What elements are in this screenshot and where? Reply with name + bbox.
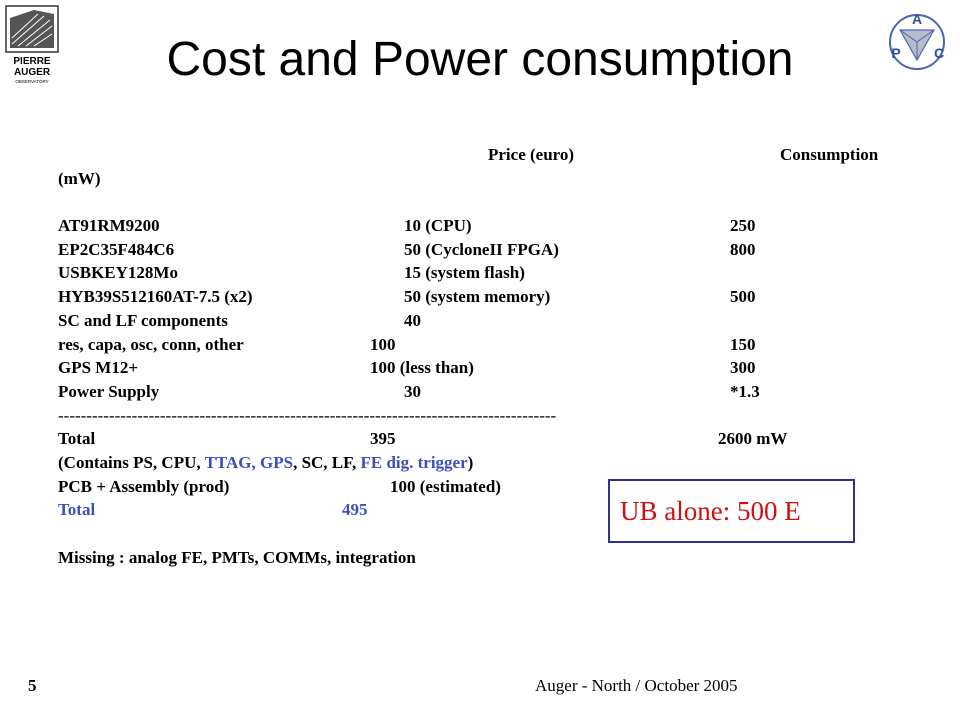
row-name: EP2C35F484C6 (58, 239, 175, 259)
row-name: HYB39S512160AT-7.5 (x2) (58, 287, 253, 307)
logo-text-observatory: OBSERVATORY (15, 79, 48, 84)
header-row: Price (euro) Consumption (58, 143, 918, 167)
slide-title: Cost and Power consumption (166, 33, 794, 86)
row-name: USBKEY128Mo (58, 263, 178, 283)
row-price: 40 (404, 310, 421, 330)
separator-row: ----------------------------------------… (58, 404, 918, 428)
apc-logo: A P C (889, 11, 945, 70)
row-power: 150 (730, 334, 756, 354)
contains-note: (Contains PS, CPU, TTAG, GPS, SC, LF, FE… (58, 451, 473, 475)
pcb-row: PCB + Assembly (prod) 100 (estimated) (58, 475, 918, 499)
table-row: GPS M12+ 100 (less than) 300 (58, 356, 918, 380)
total-power: 2600 mW (718, 429, 788, 449)
contains-gps: GPS (260, 452, 294, 472)
total2-label: Total (58, 500, 96, 520)
missing-note: Missing : analog FE, PMTs, COMMs, integr… (58, 547, 416, 567)
pcb-price: 100 (estimated) (390, 476, 501, 496)
row-name: GPS M12+ (58, 358, 139, 378)
row-price: 100 (less than) (370, 358, 474, 378)
row-name: res, capa, osc, conn, other (58, 334, 244, 354)
table-row: HYB39S512160AT-7.5 (x2) 50 (system memor… (58, 285, 918, 309)
header-unit: (mW) (58, 168, 101, 188)
pcb-name: PCB + Assembly (prod) (58, 476, 230, 496)
total-price: 395 (370, 429, 396, 449)
logo-text-auger: AUGER (14, 67, 51, 78)
contains-suffix: ) (467, 452, 474, 472)
header-consumption: Consumption (780, 145, 879, 164)
row-name: AT91RM9200 (58, 216, 160, 236)
row-power: 500 (730, 287, 756, 307)
row-price: 30 (404, 381, 421, 401)
logo-text-pierre: PIERRE (13, 56, 51, 67)
contains-mid: , SC, LF, (293, 452, 361, 472)
row-price: 50 (system memory) (404, 287, 551, 307)
row-power: 300 (730, 358, 756, 378)
apc-letter-p: P (891, 45, 900, 61)
contains-fe: FE dig. trigger (360, 452, 468, 472)
row-price: 100 (370, 334, 396, 354)
header-price: Price (euro) (488, 145, 575, 164)
row-power: 250 (730, 216, 756, 236)
contains-prefix: (Contains PS, CPU, (58, 452, 205, 472)
table-row: res, capa, osc, conn, other 100 150 (58, 333, 918, 357)
row-price: 50 (CycloneII FPGA) (404, 239, 559, 259)
table-row: SC and LF components 40 (58, 309, 918, 333)
missing-row: Missing : analog FE, PMTs, COMMs, integr… (58, 546, 918, 570)
row-power: 800 (730, 239, 756, 259)
page-number: 5 (28, 676, 37, 695)
table-row: EP2C35F484C6 50 (CycloneII FPGA) 800 (58, 238, 918, 262)
row-price: 15 (system flash) (404, 263, 525, 283)
apc-letter-a: A (912, 11, 922, 27)
separator: ----------------------------------------… (58, 405, 557, 425)
header-unit-row: (mW) (58, 167, 918, 191)
total-row: Total 395 2600 mW (58, 427, 918, 451)
table-row: USBKEY128Mo 15 (system flash) (58, 261, 918, 285)
apc-letter-c: C (934, 45, 944, 61)
total2-value: 495 (342, 500, 368, 520)
table-row: AT91RM9200 10 (CPU) 250 (58, 214, 918, 238)
row-name: SC and LF components (58, 310, 228, 330)
row-name: Power Supply (58, 381, 160, 401)
footer-text: Auger - North / October 2005 (535, 676, 738, 695)
total2-row: Total 495 (58, 498, 918, 522)
row-power: *1.3 (730, 381, 760, 401)
row-price: 10 (CPU) (404, 216, 472, 236)
callout-box: UB alone: 500 E (608, 479, 855, 543)
pierre-auger-logo: PIERRE AUGER OBSERVATORY (5, 5, 59, 84)
total-label: Total (58, 429, 96, 449)
contains-row: (Contains PS, CPU, TTAG, GPS, SC, LF, FE… (58, 451, 918, 475)
table-row: Power Supply 30 *1.3 (58, 380, 918, 404)
slide-body: Price (euro) Consumption (mW) AT91RM9200… (58, 143, 918, 569)
contains-ttag: TTAG, (204, 452, 256, 472)
